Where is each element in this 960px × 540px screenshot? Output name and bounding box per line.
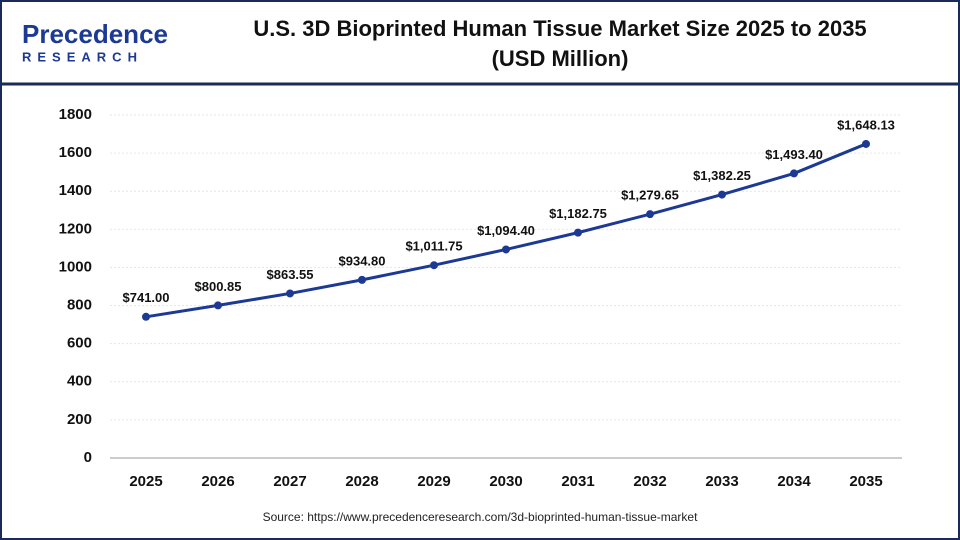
x-tick-label: 2031 xyxy=(561,473,594,490)
y-tick-label: 1400 xyxy=(59,182,92,199)
value-label: $1,382.25 xyxy=(693,168,751,183)
x-tick-label: 2026 xyxy=(201,473,234,490)
value-label: $1,493.40 xyxy=(765,147,823,162)
y-tick-label: 800 xyxy=(67,297,92,314)
x-tick-label: 2027 xyxy=(273,473,306,490)
value-label: $1,094.40 xyxy=(477,223,535,238)
value-label: $741.00 xyxy=(123,290,170,305)
point xyxy=(214,301,222,310)
y-tick-label: 400 xyxy=(67,373,92,390)
x-tick-label: 2028 xyxy=(345,473,378,490)
value-label: $1,182.75 xyxy=(549,206,607,221)
y-tick-label: 1200 xyxy=(59,220,92,237)
point xyxy=(286,289,294,298)
x-tick-label: 2025 xyxy=(129,473,162,490)
point xyxy=(574,228,582,237)
y-tick-label: 200 xyxy=(67,411,92,428)
point xyxy=(358,275,366,284)
point xyxy=(430,261,438,270)
logo-name: Precedence xyxy=(22,19,168,49)
y-tick-label: 0 xyxy=(84,449,92,466)
y-tick-label: 600 xyxy=(67,335,92,352)
value-label: $800.85 xyxy=(195,279,242,294)
point xyxy=(790,169,798,178)
value-label: $863.55 xyxy=(267,267,314,282)
x-tick-label: 2033 xyxy=(705,473,738,490)
chart-title: U.S. 3D Bioprinted Human Tissue Market S… xyxy=(253,16,866,41)
point xyxy=(718,190,726,199)
x-tick-label: 2034 xyxy=(777,473,811,490)
chart-subtitle: (USD Million) xyxy=(492,46,629,71)
value-label: $1,279.65 xyxy=(621,188,679,203)
point xyxy=(142,312,150,321)
value-label: $1,648.13 xyxy=(837,117,895,132)
value-label: $1,011.75 xyxy=(405,239,462,254)
y-tick-label: 1600 xyxy=(59,144,92,161)
point xyxy=(502,245,510,254)
logo-sub: RESEARCH xyxy=(22,49,143,64)
x-tick-label: 2035 xyxy=(849,473,882,490)
point xyxy=(646,210,654,219)
source: Source: https://www.precedenceresearch.c… xyxy=(263,510,699,524)
x-tick-label: 2029 xyxy=(417,473,450,490)
y-tick-label: 1800 xyxy=(59,106,92,123)
value-label: $934.80 xyxy=(339,253,386,268)
x-tick-label: 2030 xyxy=(489,473,522,490)
x-tick-label: 2032 xyxy=(633,473,666,490)
y-tick-label: 1000 xyxy=(59,258,92,275)
point xyxy=(862,139,870,148)
